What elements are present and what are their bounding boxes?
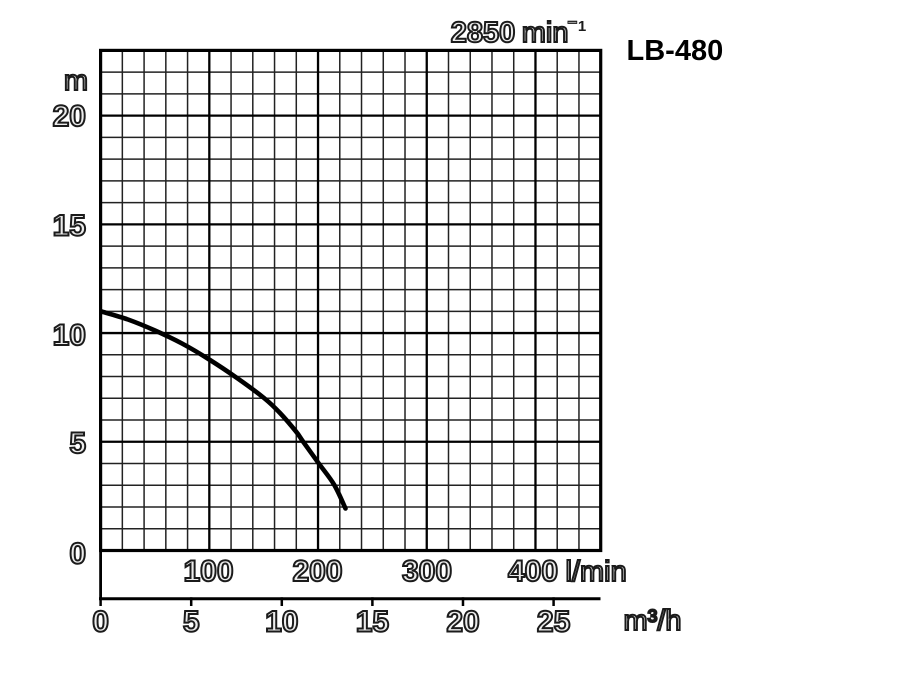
svg-text:10: 10 <box>265 606 298 639</box>
svg-text:LB-480: LB-480 <box>627 35 724 67</box>
svg-text:m: m <box>64 65 88 97</box>
svg-text:0: 0 <box>69 538 86 571</box>
svg-text:15: 15 <box>53 210 86 243</box>
svg-text:0: 0 <box>92 606 109 639</box>
svg-text:5: 5 <box>69 427 86 460</box>
svg-text:1: 1 <box>578 18 586 35</box>
svg-text:10: 10 <box>53 319 86 352</box>
svg-text:m³/h: m³/h <box>624 605 682 637</box>
svg-text:20: 20 <box>446 606 479 639</box>
svg-text:25: 25 <box>537 606 570 639</box>
svg-text:15: 15 <box>356 606 389 639</box>
svg-text:400: 400 <box>508 555 558 588</box>
svg-text:20: 20 <box>53 100 86 133</box>
svg-text:l/min: l/min <box>566 556 627 588</box>
svg-text:100: 100 <box>183 555 233 588</box>
svg-text:5: 5 <box>183 606 200 639</box>
svg-text:2850 min: 2850 min <box>451 17 569 49</box>
svg-text:200: 200 <box>292 555 342 588</box>
svg-text:300: 300 <box>402 555 452 588</box>
